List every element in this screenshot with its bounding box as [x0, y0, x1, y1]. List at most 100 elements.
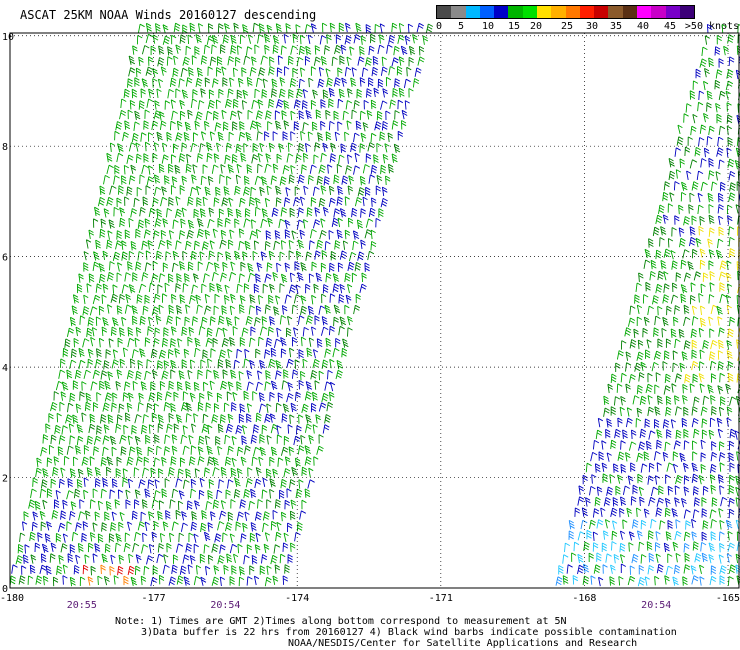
wind-barb [143, 120, 149, 130]
wind-barb [147, 326, 154, 336]
wind-barb [298, 479, 304, 489]
wind-barb [375, 218, 381, 228]
wind-barb [92, 369, 101, 379]
wind-barb [689, 383, 695, 393]
legend-swatch [651, 6, 666, 18]
wind-barb [108, 219, 115, 229]
wind-barb [664, 575, 670, 585]
wind-barb [299, 196, 306, 206]
wind-barb [97, 197, 106, 207]
wind-barb [276, 327, 282, 338]
wind-barb [29, 564, 36, 575]
wind-barb [727, 531, 733, 541]
wind-barb [320, 185, 327, 195]
wind-barb [279, 283, 285, 293]
wind-barb [701, 552, 708, 563]
wind-barb [101, 326, 108, 337]
wind-barb [665, 406, 672, 417]
wind-barb [698, 90, 705, 101]
wind-barb [111, 511, 117, 521]
wind-barb [725, 294, 732, 305]
wind-barb [72, 294, 80, 304]
wind-barb [94, 206, 101, 217]
wind-barb [153, 174, 161, 184]
wind-barb [661, 328, 667, 338]
wind-barb [297, 207, 304, 217]
legend-swatch [636, 6, 652, 18]
wind-barb [217, 218, 223, 228]
wind-barb [630, 496, 637, 506]
wind-barb [708, 170, 715, 180]
wind-barb [648, 496, 656, 507]
wind-barb [244, 208, 251, 218]
wind-barb [254, 478, 262, 489]
wind-barb [324, 304, 331, 315]
legend-colorbar [436, 5, 695, 19]
wind-barb [662, 316, 669, 327]
wind-barb [251, 99, 259, 110]
wind-barb [200, 576, 207, 586]
wind-barb [140, 575, 147, 586]
wind-barb [404, 35, 411, 45]
wind-barb [589, 486, 596, 496]
wind-barb [417, 56, 425, 66]
wind-barb [273, 338, 282, 348]
wind-barb [241, 327, 249, 337]
wind-barb [229, 576, 235, 586]
wind-barb [282, 165, 290, 175]
wind-barb [708, 294, 715, 304]
wind-barb [92, 553, 98, 563]
wind-barb [216, 67, 222, 77]
wind-barb [619, 406, 625, 417]
wind-barb [719, 282, 725, 292]
wind-barb [163, 360, 170, 370]
wind-barb [297, 174, 305, 184]
wind-barb [341, 77, 348, 87]
wind-barb [236, 381, 242, 391]
wind-barb [666, 305, 672, 316]
wind-barb [232, 391, 238, 402]
wind-barb [291, 337, 298, 347]
wind-barb [311, 294, 317, 305]
wind-barb [244, 511, 250, 521]
wind-barb [682, 384, 688, 394]
wind-barb [380, 164, 387, 175]
wind-barb [242, 24, 249, 34]
wind-barb [595, 429, 603, 440]
wind-barb [244, 240, 251, 251]
wind-barb [247, 467, 253, 477]
wind-barb [246, 370, 253, 380]
wind-barb [224, 98, 233, 108]
wind-barb [190, 488, 197, 499]
wind-barb [137, 23, 145, 34]
wind-barb [647, 395, 653, 405]
wind-barb [202, 196, 208, 207]
wind-barb [289, 347, 295, 358]
wind-barb [182, 479, 190, 489]
wind-barb [696, 170, 704, 181]
wind-barb [379, 34, 385, 44]
wind-barb [293, 121, 300, 131]
wind-barb [164, 434, 171, 444]
wind-barb [356, 88, 362, 99]
wind-barb [217, 555, 225, 565]
wind-barb [118, 185, 124, 195]
wind-barb [388, 66, 396, 76]
wind-barb [281, 305, 288, 315]
wind-barb [167, 89, 174, 99]
wind-barb [637, 339, 644, 350]
wind-barb [668, 170, 676, 181]
wind-barb [635, 418, 642, 428]
wind-barb [175, 196, 181, 206]
wind-barb [726, 102, 732, 112]
wind-barb [307, 305, 315, 316]
wind-barb [140, 381, 147, 391]
wind-barb [290, 110, 296, 121]
wind-barb [319, 230, 327, 240]
wind-barb [272, 272, 279, 282]
wind-barb [186, 500, 193, 510]
wind-barb [357, 187, 365, 197]
wind-barb [255, 121, 262, 131]
wind-barb [308, 337, 315, 347]
wind-barb [669, 192, 675, 202]
